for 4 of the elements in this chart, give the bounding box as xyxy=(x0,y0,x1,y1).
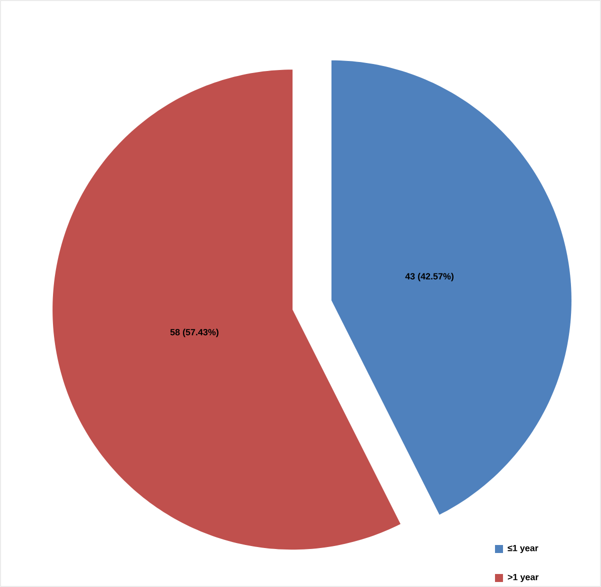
legend-label: >1 year xyxy=(508,574,539,582)
data-label: 43 (42.57%) xyxy=(405,272,454,282)
legend-label: ≤1 year xyxy=(508,544,538,554)
data-label: 58 (57.43%) xyxy=(170,328,218,338)
